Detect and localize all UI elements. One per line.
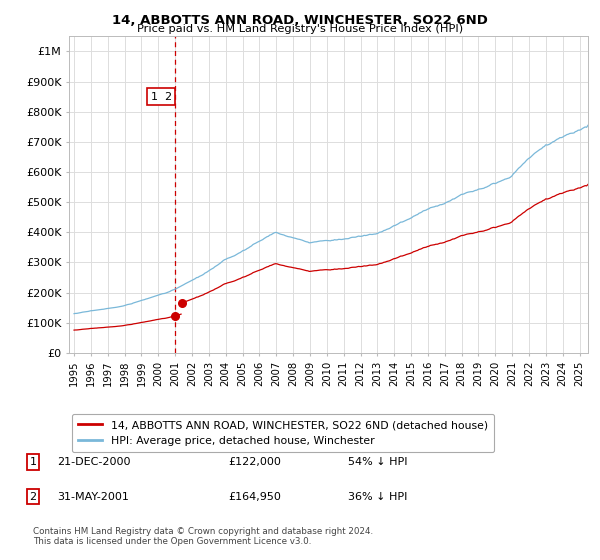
Text: 31-MAY-2001: 31-MAY-2001 xyxy=(57,492,129,502)
Text: 36% ↓ HPI: 36% ↓ HPI xyxy=(348,492,407,502)
Text: £164,950: £164,950 xyxy=(228,492,281,502)
Text: 1  2: 1 2 xyxy=(151,92,172,102)
Text: Contains HM Land Registry data © Crown copyright and database right 2024.
This d: Contains HM Land Registry data © Crown c… xyxy=(33,526,373,546)
Text: 54% ↓ HPI: 54% ↓ HPI xyxy=(348,457,407,467)
Text: 14, ABBOTTS ANN ROAD, WINCHESTER, SO22 6ND: 14, ABBOTTS ANN ROAD, WINCHESTER, SO22 6… xyxy=(112,14,488,27)
Text: £122,000: £122,000 xyxy=(228,457,281,467)
Legend: 14, ABBOTTS ANN ROAD, WINCHESTER, SO22 6ND (detached house), HPI: Average price,: 14, ABBOTTS ANN ROAD, WINCHESTER, SO22 6… xyxy=(72,414,494,452)
Text: 21-DEC-2000: 21-DEC-2000 xyxy=(57,457,131,467)
Text: 2: 2 xyxy=(29,492,37,502)
Text: Price paid vs. HM Land Registry's House Price Index (HPI): Price paid vs. HM Land Registry's House … xyxy=(137,24,463,34)
Text: 1: 1 xyxy=(29,457,37,467)
